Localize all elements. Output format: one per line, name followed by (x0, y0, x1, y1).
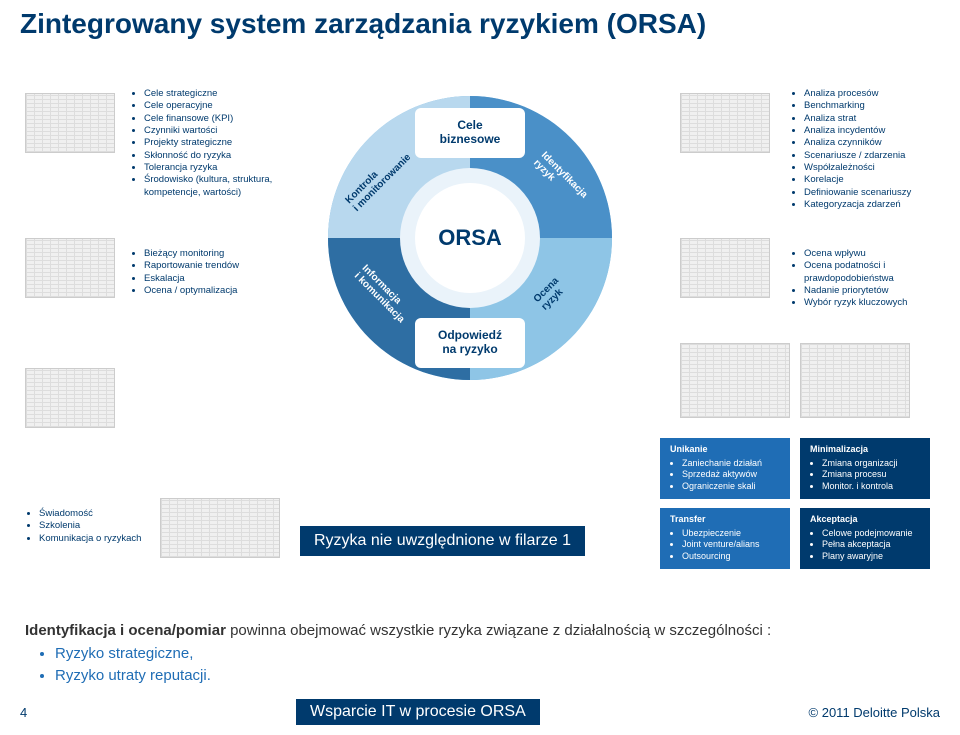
list-item: Outsourcing (682, 551, 780, 563)
list-item: Bieżący monitoring (144, 248, 280, 260)
list-item: Joint venture/alians (682, 539, 780, 551)
list-item: Świadomość (39, 508, 175, 520)
list-item: Zmiana organizacji (822, 458, 920, 470)
slide-footer: 4 Wsparcie IT w procesie ORSA © 2011 Del… (0, 699, 960, 725)
list-item: Scenariusze / zdarzenia (804, 150, 950, 162)
list-item: Komunikacja o ryzykach (39, 533, 175, 545)
page-number: 4 (20, 705, 27, 720)
list-item: Ocena / optymalizacja (144, 285, 280, 297)
list-item: Raportowanie trendów (144, 260, 280, 272)
filar-bar: Ryzyka nie uwzględnione w filarze 1 (300, 526, 585, 556)
bottom-rest: powinna obejmować wszystkie ryzyka związ… (226, 622, 771, 639)
list-item: Benchmarking (804, 100, 950, 112)
thumb-tr (680, 93, 770, 153)
list-item: Definiowanie scenariuszy (804, 187, 950, 199)
riskbox-header: Unikanie (670, 444, 780, 456)
list-item: Ocena wpływu (804, 248, 950, 260)
box-midleft: Bieżący monitoringRaportowanie trendówEs… (130, 248, 280, 297)
thumb-lowleft (160, 498, 280, 558)
riskbox-header: Transfer (670, 514, 780, 526)
list-item: Czynniki wartości (144, 125, 290, 137)
list-item: Wybór ryzyk kluczowych (804, 297, 950, 309)
donut-top-label: Celebiznesowe (420, 118, 520, 147)
list-item: Ograniczenie skali (682, 481, 780, 493)
list-item: Ubezpieczenie (682, 528, 780, 540)
list-item: Analiza procesów (804, 88, 950, 100)
footer-right: © 2011 Deloitte Polska (809, 705, 940, 720)
list-item: Projekty strategiczne (144, 137, 290, 149)
orsa-donut: Celebiznesowe Odpowiedźna ryzyko ORSA Ko… (320, 88, 620, 388)
slide-title: Zintegrowany system zarządzania ryzykiem… (0, 0, 960, 48)
box-botleft: ŚwiadomośćSzkoleniaKomunikacja o ryzykac… (25, 508, 175, 545)
thumb-bl (25, 368, 115, 428)
list-item: Ocena podatności i prawdopodobieństwa (804, 260, 950, 285)
list-item: Analiza incydentów (804, 125, 950, 137)
riskbox-header: Minimalizacja (810, 444, 920, 456)
list-item: Środowisko (kultura, struktura, kompeten… (144, 174, 290, 199)
list-item: Sprzedaż aktywów (682, 469, 780, 481)
list-item: Analiza strat (804, 113, 950, 125)
bottom-text: Identyfikacja i ocena/pomiar powinna obe… (25, 620, 935, 688)
list-item: Plany awaryjne (822, 551, 920, 563)
list-item: Ryzyko strategiczne, (55, 643, 935, 666)
list-item: Celowe podejmowanie (822, 528, 920, 540)
riskbox-minim: Minimalizacja Zmiana organizacjiZmiana pr… (800, 438, 930, 499)
bottom-lead: Identyfikacja i ocena/pomiar (25, 622, 226, 639)
footer-mid: Wsparcie IT w procesie ORSA (296, 699, 540, 725)
thumb-br2 (800, 343, 910, 418)
list-item: Monitor. i kontrola (822, 481, 920, 493)
list-item: Korelacje (804, 174, 950, 186)
list-item: Cele finansowe (KPI) (144, 113, 290, 125)
list-item: Cele strategiczne (144, 88, 290, 100)
list-item: Zaniechanie działań (682, 458, 780, 470)
list-item: Ryzyko utraty reputacji. (55, 665, 935, 688)
box-topright: Analiza procesówBenchmarkingAnaliza stra… (790, 88, 950, 211)
list-item: Zmiana procesu (822, 469, 920, 481)
list-item: Cele operacyjne (144, 100, 290, 112)
riskbox-akcept: Akceptacja Celowe podejmowaniePełna akcep… (800, 508, 930, 569)
list-item: Tolerancja ryzyka (144, 162, 290, 174)
list-item: Pełna akceptacja (822, 539, 920, 551)
list-item: Szkolenia (39, 520, 175, 532)
riskbox-header: Akceptacja (810, 514, 920, 526)
list-item: Skłonność do ryzyka (144, 150, 290, 162)
list-item: Współzależności (804, 162, 950, 174)
diagram-area: Cele strategiczneCele operacyjneCele fin… (0, 48, 960, 608)
list-item: Analiza czynników (804, 137, 950, 149)
thumb-tl (25, 93, 115, 153)
riskbox-unikanie: Unikanie Zaniechanie działańSprzedaż akty… (660, 438, 790, 499)
thumb-ml (25, 238, 115, 298)
list-item: Kategoryzacja zdarzeń (804, 199, 950, 211)
list-item: Eskalacja (144, 273, 280, 285)
box-midright: Ocena wpływuOcena podatności i prawdopod… (790, 248, 950, 310)
donut-bottom-label: Odpowiedźna ryzyko (420, 328, 520, 357)
thumb-mr (680, 238, 770, 298)
donut-center-label: ORSA (438, 225, 502, 251)
list-item: Nadanie priorytetów (804, 285, 950, 297)
thumb-br (680, 343, 790, 418)
riskbox-transfer: Transfer UbezpieczenieJoint venture/alian… (660, 508, 790, 569)
box-topleft: Cele strategiczneCele operacyjneCele fin… (130, 88, 290, 199)
